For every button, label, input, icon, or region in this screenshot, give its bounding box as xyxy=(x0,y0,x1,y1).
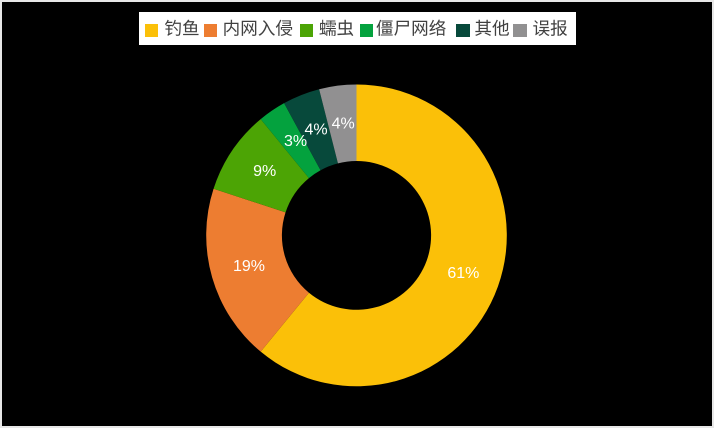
svg-text:3%: 3% xyxy=(284,133,307,150)
svg-text:19%: 19% xyxy=(233,258,265,275)
svg-text:61%: 61% xyxy=(447,265,479,282)
svg-text:4%: 4% xyxy=(332,115,355,132)
svg-text:4%: 4% xyxy=(305,122,328,139)
svg-text:9%: 9% xyxy=(253,163,276,180)
